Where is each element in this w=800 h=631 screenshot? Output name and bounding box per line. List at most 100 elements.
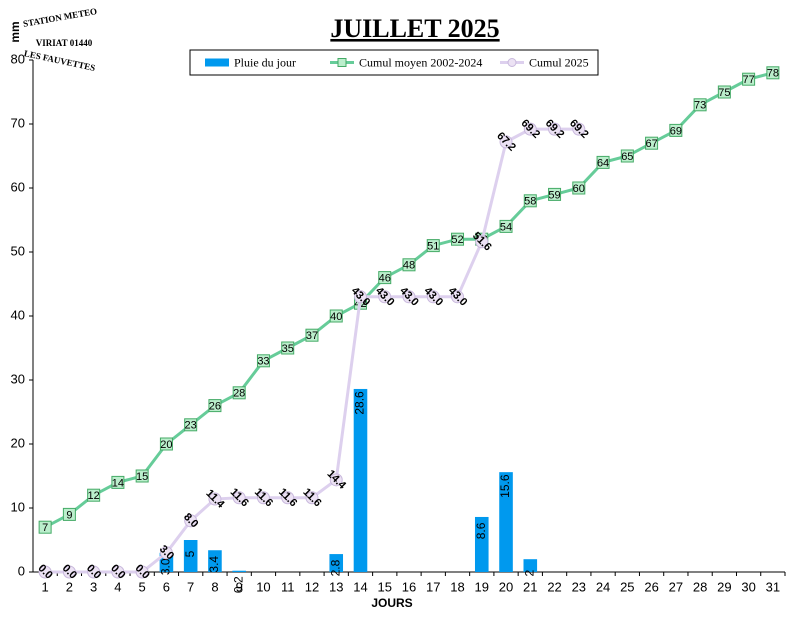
marker	[548, 122, 562, 136]
data-label: 0.0	[84, 562, 103, 581]
marker	[426, 239, 440, 253]
y-axis-label: mm	[8, 21, 22, 42]
data-label: 11.6	[252, 486, 275, 509]
bar-label: 3.4	[207, 556, 221, 573]
logo: STATION METEO VIRIAT 01440 LES FAUVETTES	[22, 6, 98, 73]
y-tick-label: 50	[11, 243, 25, 258]
x-tick-label: 5	[139, 579, 146, 594]
legend-box	[189, 49, 599, 76]
x-tick-label: 28	[693, 579, 707, 594]
bar-label: 0.2	[231, 576, 245, 593]
marker	[208, 492, 222, 506]
legend-swatch	[507, 58, 517, 67]
data-label: 69.2	[567, 117, 591, 141]
marker	[451, 232, 465, 246]
x-tick-label: 13	[329, 579, 343, 594]
marker	[135, 469, 149, 483]
logo-text: VIRIAT 01440	[36, 38, 93, 48]
marker	[38, 520, 52, 534]
data-label: 67	[645, 138, 657, 150]
bar-label: 15.6	[498, 474, 512, 498]
x-tick-label: 31	[766, 579, 780, 594]
legend-label: Cumul 2025	[529, 55, 589, 69]
data-label: 77	[742, 74, 754, 86]
x-tick-label: 30	[741, 579, 755, 594]
data-label: 43.0	[373, 285, 397, 309]
data-label: 69	[670, 125, 682, 137]
y-tick-label: 40	[11, 307, 25, 322]
marker	[232, 491, 246, 505]
marker	[184, 418, 198, 432]
marker	[499, 219, 513, 233]
marker	[426, 290, 440, 304]
bar	[329, 554, 344, 572]
bar-label: 5	[183, 550, 197, 557]
bar-label: 28.6	[353, 391, 367, 415]
data-label: 20	[160, 439, 172, 451]
data-label: 69.2	[519, 117, 543, 141]
marker	[523, 194, 537, 208]
x-tick-label: 3	[90, 579, 97, 594]
marker	[111, 475, 125, 489]
data-label: 52	[451, 234, 463, 246]
data-label: 14	[112, 477, 124, 489]
data-label: 69.2	[543, 117, 567, 141]
data-label: 43.0	[397, 285, 421, 309]
bar-label: 8.6	[474, 522, 488, 539]
data-label: 11.6	[300, 486, 323, 509]
marker	[572, 122, 586, 136]
data-label: 54	[500, 221, 512, 233]
y-tick-label: 80	[11, 51, 25, 66]
data-label: 14.4	[324, 468, 348, 492]
marker	[353, 290, 367, 304]
x-tick-label: 27	[669, 579, 683, 594]
marker	[499, 135, 513, 149]
marker	[378, 271, 392, 285]
data-label: 60	[573, 183, 585, 195]
x-tick-label: 8	[211, 579, 218, 594]
x-tick-label: 16	[402, 579, 416, 594]
marker	[742, 72, 756, 86]
y-tick-label: 20	[11, 435, 25, 450]
x-tick-label: 22	[547, 579, 561, 594]
x-tick-label: 11	[281, 579, 295, 594]
marker	[256, 491, 270, 505]
data-label: 9	[66, 509, 72, 521]
y-tick-label: 0	[18, 563, 25, 578]
data-label: 59	[548, 189, 560, 201]
marker	[62, 507, 76, 521]
marker	[620, 149, 634, 163]
marker	[208, 399, 222, 413]
data-label: 0.0	[108, 562, 127, 581]
x-tick-label: 12	[305, 579, 319, 594]
x-tick-label: 19	[475, 579, 489, 594]
bar	[183, 540, 198, 572]
marker	[305, 328, 319, 342]
data-label: 15	[136, 471, 148, 483]
x-tick-label: 26	[644, 579, 658, 594]
x-tick-label: 15	[378, 579, 392, 594]
marker	[38, 565, 52, 579]
data-label: 43.0	[422, 285, 446, 309]
data-label: 75	[718, 87, 730, 99]
marker	[87, 565, 101, 579]
bar	[353, 388, 368, 572]
marker	[329, 309, 343, 323]
marker	[523, 122, 537, 136]
marker	[159, 546, 173, 560]
marker	[87, 488, 101, 502]
x-tick-label: 29	[717, 579, 731, 594]
data-label: 0.0	[60, 562, 79, 581]
data-label: 40	[330, 311, 342, 323]
x-tick-label: 25	[620, 579, 634, 594]
data-label: 73	[694, 100, 706, 112]
data-label: 43.0	[446, 285, 470, 309]
data-label: 35	[282, 343, 294, 355]
x-tick-label: 21	[523, 579, 537, 594]
marker	[256, 354, 270, 368]
y-tick-label: 70	[11, 115, 25, 130]
x-tick-label: 7	[187, 579, 194, 594]
marker	[232, 386, 246, 400]
y-tick-label: 60	[11, 179, 25, 194]
